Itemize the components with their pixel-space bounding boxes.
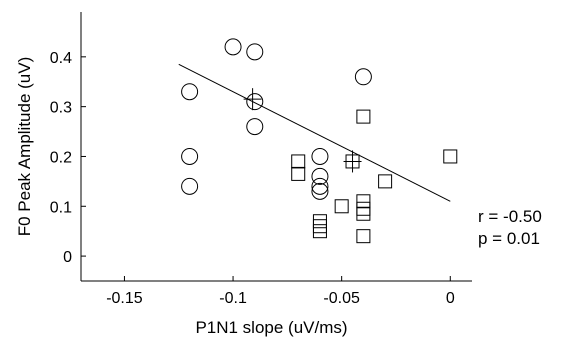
circle-point <box>311 167 329 185</box>
regression-line <box>178 63 451 202</box>
square-point <box>356 206 371 221</box>
square-point <box>312 214 327 229</box>
square-point <box>334 199 349 214</box>
x-tick-label: -0.15 <box>106 290 143 307</box>
y-axis-label: F0 Peak Amplitude (uV) <box>15 57 34 237</box>
x-tick-label: 0 <box>446 290 455 307</box>
circle-point <box>224 38 242 56</box>
y-tick-label: 0.3 <box>50 100 72 117</box>
circle-point <box>311 177 329 195</box>
y-tick-label: 0 <box>63 249 72 266</box>
y-tick-label: 0.1 <box>50 199 72 216</box>
r-value-annotation: r = -0.50 <box>478 207 542 226</box>
circle-point <box>311 182 329 200</box>
circle-point <box>181 177 199 195</box>
x-tick-label: -0.05 <box>323 290 360 307</box>
x-tick-label: -0.1 <box>219 290 247 307</box>
p-value-annotation: p = 0.01 <box>478 229 540 248</box>
circle-point <box>246 43 264 61</box>
square-point <box>378 174 393 189</box>
y-tick-label: 0.4 <box>50 50 72 67</box>
circle-point <box>311 147 329 165</box>
square-point <box>356 201 371 216</box>
circle-point <box>246 118 264 136</box>
circle-point <box>181 83 199 101</box>
square-point <box>291 154 306 169</box>
y-tick-label: 0.2 <box>50 149 72 166</box>
square-point <box>312 219 327 234</box>
data-marks <box>178 38 458 244</box>
axes: -0.15 -0.1 -0.05 0 0 0.1 0.2 0.3 0.4 P1N1 slope (… <box>15 12 472 337</box>
circle-point <box>246 93 264 111</box>
plus-point <box>343 150 362 173</box>
square-point <box>443 149 458 164</box>
square-point <box>312 224 327 239</box>
square-point <box>356 229 371 244</box>
annotations: r = -0.50 p = 0.01 <box>478 207 542 248</box>
plus-point <box>243 88 262 111</box>
square-point <box>356 109 371 124</box>
square-point <box>291 166 306 181</box>
circle-point <box>354 68 372 86</box>
x-axis-label: P1N1 slope (uV/ms) <box>195 318 347 337</box>
square-point <box>356 194 371 209</box>
circle-point <box>181 147 199 165</box>
